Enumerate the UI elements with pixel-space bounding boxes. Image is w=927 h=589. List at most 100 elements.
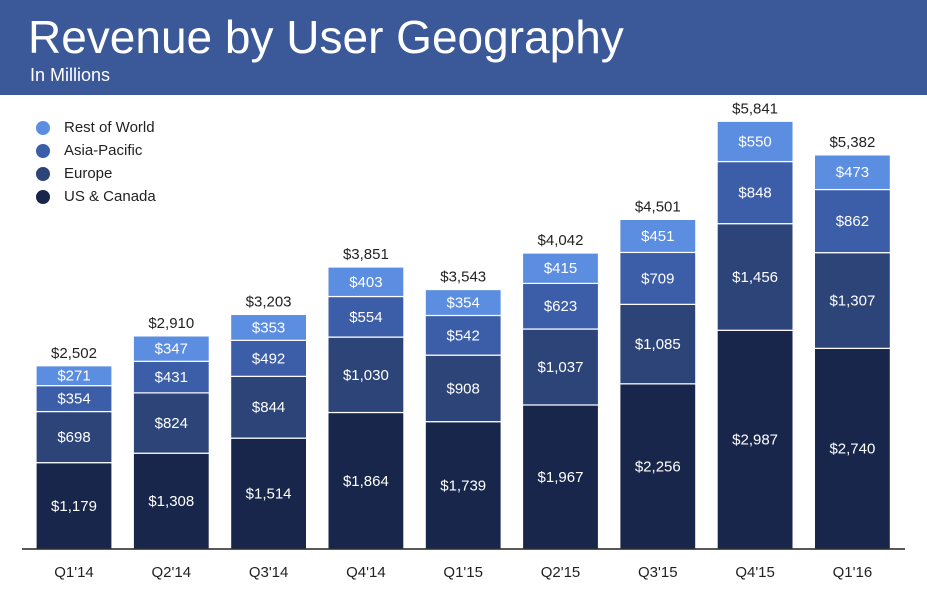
bar-segment [716, 120, 794, 163]
segment-value-label: $353 [252, 319, 285, 336]
bar-total-label: $3,851 [343, 246, 389, 263]
segment-value-label: $1,514 [246, 486, 292, 503]
segment-value-label: $1,739 [440, 477, 486, 494]
bar-total-label: $3,203 [246, 293, 292, 310]
segment-value-label: $1,967 [538, 469, 584, 486]
x-tick-label: Q4'14 [346, 564, 386, 581]
x-tick-label: Q1'15 [443, 564, 483, 581]
segment-value-label: $354 [57, 391, 90, 408]
segment-value-label: $550 [738, 133, 771, 150]
bar-segment [35, 410, 113, 464]
page-subtitle: In Millions [30, 65, 111, 85]
segment-value-label: $1,037 [538, 359, 584, 376]
bar-segment [521, 328, 600, 406]
segment-value-label: $698 [57, 429, 90, 446]
segment-value-label: $2,256 [635, 458, 681, 475]
legend-label: Rest of World [64, 119, 155, 136]
bar-segment [813, 154, 892, 191]
bar-segment [132, 335, 210, 362]
legend-item-europe: Europe [36, 162, 156, 185]
segment-value-label: $347 [155, 341, 188, 358]
segment-value-label: $1,864 [343, 473, 389, 490]
x-tick-label: Q1'16 [833, 564, 873, 581]
segment-value-label: $554 [349, 309, 382, 326]
legend-item-us-canada: US & Canada [36, 185, 156, 208]
bar-total-label: $5,841 [732, 100, 778, 117]
bar-total-label: $2,910 [148, 315, 194, 332]
bar-segment [35, 462, 113, 550]
legend-swatch-europe [36, 166, 50, 181]
bar-total-label: $4,042 [538, 232, 584, 249]
bar-segment [619, 383, 697, 550]
x-tick-label: Q2'14 [152, 564, 192, 581]
bar-segment [132, 392, 210, 454]
segment-value-label: $1,456 [732, 269, 778, 286]
legend-swatch-us-canada [36, 189, 50, 204]
segment-value-label: $451 [641, 228, 674, 245]
bar-segment [230, 313, 308, 341]
bar-segment [132, 360, 210, 394]
bar-total-label: $3,543 [440, 269, 486, 286]
bar-segment [424, 288, 502, 317]
segment-value-label: $824 [155, 415, 188, 432]
segment-value-label: $844 [252, 399, 285, 416]
bar-segment [327, 295, 405, 338]
header-bar: Revenue by User Geography In Millions [0, 0, 927, 95]
segment-value-label: $473 [836, 164, 869, 181]
legend-label: Europe [64, 165, 113, 182]
page-title: Revenue by User Geography [28, 11, 624, 63]
bar-total-label: $5,382 [829, 134, 875, 151]
segment-value-label: $2,987 [732, 432, 778, 449]
bar-segment [424, 421, 502, 550]
segment-value-label: $709 [641, 270, 674, 287]
segment-value-label: $431 [155, 369, 188, 386]
bar-segment [813, 347, 892, 550]
bar-segment [521, 252, 600, 285]
bar-segment [619, 218, 697, 254]
segment-value-label: $354 [447, 295, 480, 312]
x-tick-label: Q4'15 [735, 564, 775, 581]
bar-segment [132, 452, 210, 550]
segment-value-label: $1,085 [635, 336, 681, 353]
legend-swatch-asia-pacific [36, 143, 50, 158]
segment-value-label: $492 [252, 350, 285, 367]
segment-value-label: $623 [544, 298, 577, 315]
bar-segment [521, 404, 600, 550]
bar-total-label: $4,501 [635, 198, 681, 215]
bar-segment [230, 375, 308, 439]
segment-value-label: $403 [349, 274, 382, 291]
legend-label: US & Canada [64, 188, 156, 205]
bar-segment [327, 266, 405, 298]
bar-segment [327, 411, 405, 550]
segment-value-label: $2,740 [829, 441, 875, 458]
segment-value-label: $415 [544, 260, 577, 277]
bar-segment [424, 314, 502, 356]
legend-item-asia-pacific: Asia-Pacific [36, 139, 156, 162]
legend-item-rest-of-world: Rest of World [36, 116, 156, 139]
segment-value-label: $271 [57, 368, 90, 385]
bar-total-label: $2,502 [51, 345, 97, 362]
bar-segment [716, 223, 794, 331]
chart-legend: Rest of World Asia-Pacific Europe US & C… [36, 116, 156, 208]
segment-value-label: $1,307 [829, 293, 875, 310]
bar-segment [230, 339, 308, 377]
bar-segment [521, 282, 600, 330]
bar-segment [35, 365, 113, 387]
bar-segment [327, 336, 405, 414]
bar-segment [813, 252, 892, 349]
segment-value-label: $848 [738, 185, 771, 202]
x-tick-label: Q1'14 [54, 564, 94, 581]
bar-segment [716, 160, 794, 225]
legend-swatch-rest-of-world [36, 120, 50, 135]
segment-value-label: $1,179 [51, 498, 97, 515]
x-tick-label: Q2'15 [541, 564, 581, 581]
bar-segment [619, 303, 697, 385]
segment-value-label: $908 [447, 380, 480, 397]
x-tick-label: Q3'15 [638, 564, 678, 581]
legend-label: Asia-Pacific [64, 142, 143, 159]
bar-segment [619, 251, 697, 305]
segment-value-label: $542 [447, 327, 480, 344]
bar-segment [424, 354, 502, 423]
segment-value-label: $862 [836, 213, 869, 230]
